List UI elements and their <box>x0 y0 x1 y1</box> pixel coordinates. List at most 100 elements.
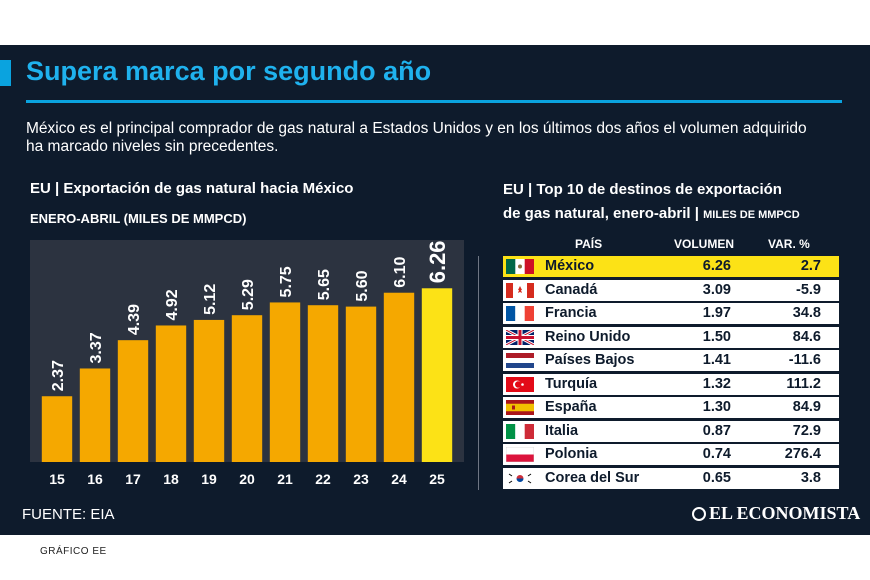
netherlands-flag-icon <box>506 353 534 368</box>
bar-19 <box>193 319 225 462</box>
page-subtitle: México es el principal comprador de gas … <box>26 120 807 155</box>
bar-15 <box>41 396 73 462</box>
column-header-change: VAR. % <box>768 237 810 251</box>
bar-chart: 2.37 3.37 4.39 4.92 5.12 5.29 5.75 5.65 5.60 6.10… <box>30 240 464 462</box>
turkey-flag-icon <box>506 376 534 392</box>
uk-flag-icon <box>506 329 534 345</box>
column-header-volume: VOLUMEN <box>674 237 734 251</box>
table-row: Polonia 0.74 276.4 <box>503 444 839 465</box>
bar-16 <box>79 368 111 462</box>
bar-18 <box>155 325 187 462</box>
table-row: Francia 1.97 34.8 <box>503 303 839 324</box>
source-note: FUENTE: EIA <box>22 506 115 523</box>
volume-cell: 6.26 <box>702 258 731 274</box>
table-row: Reino Unido 1.50 84.6 <box>503 326 839 348</box>
table-row: Países Bajos 1.41 -11.6 <box>503 350 839 371</box>
canada-flag-icon <box>506 282 534 298</box>
country-cell: Francia <box>545 305 597 321</box>
page-title: Supera marca por segundo año <box>26 56 432 86</box>
bar-20 <box>231 315 263 462</box>
title-accent-bar <box>0 60 11 86</box>
bar-value-label-23: 5.60 <box>354 270 371 301</box>
title-divider <box>26 100 842 103</box>
bar-24 <box>383 292 415 462</box>
table-row: Turquía 1.32 111.2 <box>503 373 839 395</box>
bar-value-label-20: 5.29 <box>240 279 257 310</box>
country-cell: España <box>545 399 597 415</box>
units-label: MILES DE MMPCD <box>703 209 800 221</box>
left-chart-subheading: ENERO-ABRIL (MILES DE MMPCD) <box>30 211 247 226</box>
volume-cell: 1.32 <box>702 375 731 392</box>
x-tick-label-24: 24 <box>391 471 407 487</box>
column-header-country: PAÍS <box>575 237 603 251</box>
country-cell: Polonia <box>545 446 598 462</box>
change-cell: 3.8 <box>800 469 821 486</box>
bar-25 <box>421 288 453 462</box>
x-tick-label-17: 17 <box>125 471 141 487</box>
bar-value-label-19: 5.12 <box>202 284 219 315</box>
bar-22 <box>307 305 339 462</box>
country-cell: Turquía <box>545 375 598 392</box>
x-tick-label-18: 18 <box>163 471 179 487</box>
table-row: Italia 0.87 72.9 <box>503 420 839 442</box>
bar-value-label-18: 4.92 <box>164 289 181 320</box>
table-row: Corea del Sur 0.65 3.8 <box>503 467 839 489</box>
x-tick-label-16: 16 <box>87 471 103 487</box>
x-tick-label-22: 22 <box>315 471 331 487</box>
el-economista-logo: EL ECONOMISTA <box>692 503 860 524</box>
table-row: México 6.26 2.7 <box>503 256 839 277</box>
volume-cell: 0.65 <box>702 469 731 486</box>
country-cell: Corea del Sur <box>545 469 640 486</box>
bar-17 <box>117 340 149 462</box>
country-cell: Italia <box>545 422 579 439</box>
graphic-credit: GRÁFICO EE <box>40 546 107 557</box>
volume-cell: 0.74 <box>702 446 731 462</box>
change-cell: 34.8 <box>792 305 821 321</box>
x-axis-labels: 15 16 17 18 19 20 21 22 23 24 25 <box>49 471 445 487</box>
change-cell: 2.7 <box>800 258 821 274</box>
x-tick-label-21: 21 <box>277 471 293 487</box>
change-cell: 111.2 <box>786 375 821 392</box>
france-flag-icon <box>506 306 534 321</box>
x-tick-label-25: 25 <box>429 471 445 487</box>
spain-flag-icon <box>506 400 534 415</box>
country-cell: Países Bajos <box>545 352 635 368</box>
change-cell: 276.4 <box>784 446 821 462</box>
table-header: PAÍS VOLUMEN VAR. % <box>503 235 839 256</box>
country-cell: Canadá <box>545 281 598 298</box>
country-cell: México <box>545 258 595 274</box>
volume-cell: 1.50 <box>702 328 731 345</box>
volume-cell: 0.87 <box>702 422 731 439</box>
bar-value-label-21: 5.75 <box>278 266 295 297</box>
bar-value-label-15: 2.37 <box>50 360 67 391</box>
volume-cell: 3.09 <box>702 281 731 298</box>
change-cell: 84.6 <box>792 328 821 345</box>
table-row: Canadá 3.09 -5.9 <box>503 279 839 301</box>
change-cell: -5.9 <box>796 281 821 298</box>
italy-flag-icon <box>506 423 534 439</box>
bar-value-label-24: 6.10 <box>392 256 409 287</box>
mexico-flag-icon <box>506 259 534 274</box>
change-cell: 72.9 <box>792 422 821 439</box>
poland-flag-icon <box>506 447 534 462</box>
export-destinations-table: PAÍS VOLUMEN VAR. % México 6.26 2.7 Canadá 3… <box>503 235 839 491</box>
volume-cell: 1.97 <box>702 305 731 321</box>
bar-value-label-17: 4.39 <box>126 304 143 335</box>
volume-cell: 1.30 <box>702 399 731 415</box>
change-cell: -11.6 <box>788 352 821 368</box>
country-cell: Reino Unido <box>545 328 631 345</box>
south-korea-flag-icon <box>506 470 534 486</box>
bar-value-label-16: 3.37 <box>88 332 105 363</box>
volume-cell: 1.41 <box>702 352 731 368</box>
logo-mark-icon <box>692 507 706 521</box>
bar-23 <box>345 306 377 462</box>
x-tick-label-23: 23 <box>353 471 369 487</box>
left-chart-heading: EU | Exportación de gas natural hacia Mé… <box>30 180 354 197</box>
change-cell: 84.9 <box>792 399 821 415</box>
x-tick-label-19: 19 <box>201 471 217 487</box>
right-table-subheading: de gas natural, enero-abril | MILES DE M… <box>503 205 800 222</box>
table-row: España 1.30 84.9 <box>503 397 839 418</box>
bar-21 <box>269 302 301 462</box>
bar-value-label-25: 6.26 <box>425 240 450 283</box>
bar-value-label-22: 5.65 <box>316 269 333 300</box>
